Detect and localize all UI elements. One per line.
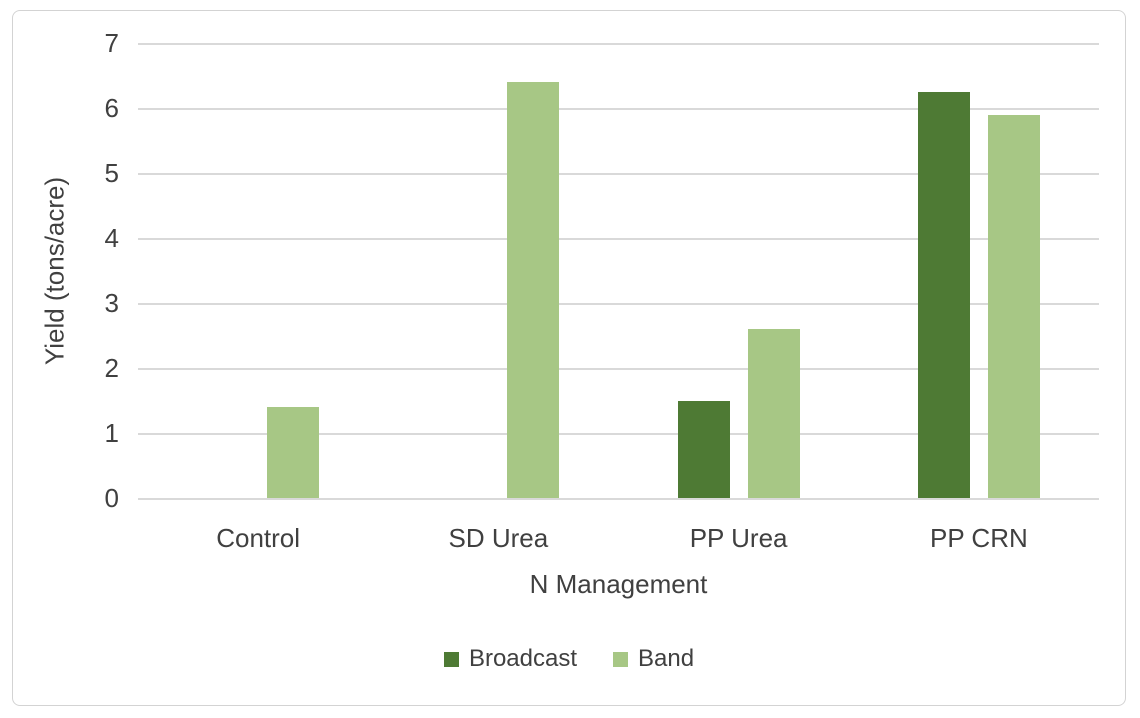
gridline [138, 173, 1099, 175]
x-category-label: PP Urea [689, 523, 788, 553]
gridline [138, 368, 1099, 370]
gridline [138, 43, 1099, 45]
legend: Broadcast Band [13, 645, 1125, 673]
gridline [138, 303, 1099, 305]
legend-item-band: Band [613, 645, 694, 673]
gridline [138, 238, 1099, 240]
y-tick-label: 2 [104, 353, 119, 383]
legend-label: Broadcast [468, 645, 577, 672]
legend-swatch-icon [443, 651, 459, 667]
bar-band [267, 407, 320, 498]
bar-band [507, 82, 560, 498]
legend-swatch-icon [613, 651, 628, 667]
y-tick-label: 1 [104, 418, 119, 448]
gridline [138, 433, 1099, 435]
y-tick-label: 4 [104, 223, 119, 253]
bar-band [747, 329, 800, 498]
y-tick-label: 3 [104, 288, 119, 318]
gridline [138, 498, 1099, 500]
bar-group-pp-urea [619, 43, 859, 498]
x-axis-title: N Management [529, 569, 708, 599]
x-category-label: PP CRN [929, 523, 1028, 553]
bar-broadcast [677, 400, 730, 498]
x-category-label: Control [216, 523, 301, 553]
plot-area [138, 43, 1099, 500]
bar-group-control [138, 43, 378, 498]
bar-band [987, 114, 1040, 498]
bar-group-pp-crn [859, 43, 1099, 498]
y-tick-label: 5 [104, 158, 119, 188]
x-category-label: SD Urea [448, 523, 549, 553]
bar-broadcast [917, 91, 970, 498]
x-axis-category-labels: Control SD Urea PP Urea PP CRN [138, 523, 1099, 554]
y-tick-label: 0 [104, 483, 119, 513]
gridline [138, 108, 1099, 110]
y-tick-label: 6 [104, 93, 119, 123]
bar-group-sd-urea [378, 43, 618, 498]
bar-groups [138, 43, 1099, 498]
y-tick-label: 7 [104, 28, 119, 58]
y-axis-tick-labels: 0 1 2 3 4 5 6 7 [13, 30, 119, 511]
legend-item-broadcast: Broadcast [443, 645, 577, 673]
legend-label: Band [638, 645, 695, 672]
